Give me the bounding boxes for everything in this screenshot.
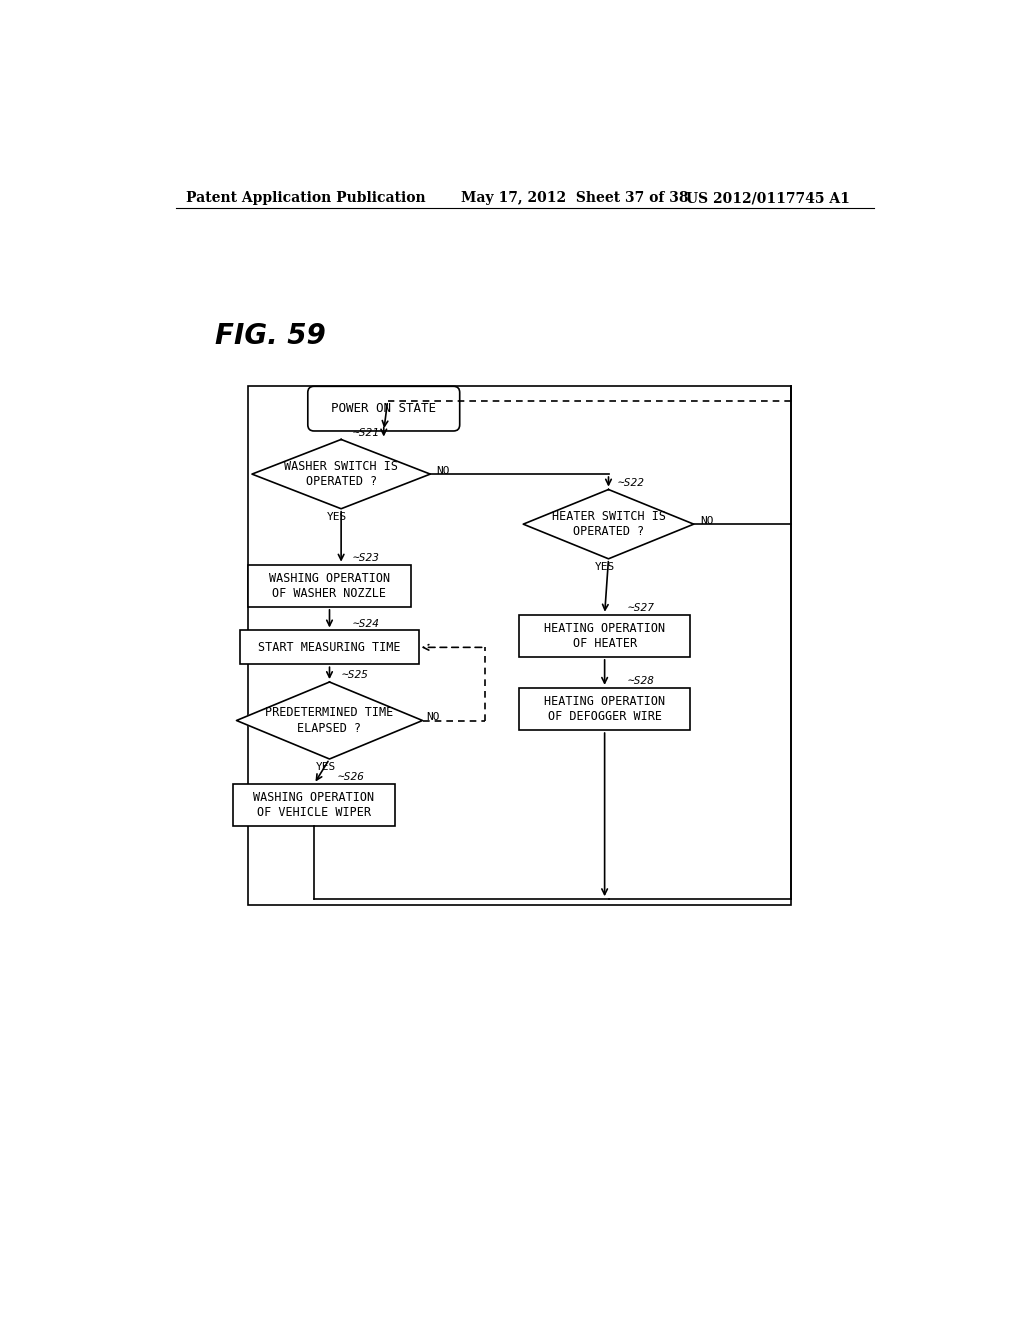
Text: HEATING OPERATION
OF DEFOGGER WIRE: HEATING OPERATION OF DEFOGGER WIRE: [544, 694, 666, 723]
Text: ∼S23: ∼S23: [352, 553, 380, 564]
Text: May 17, 2012  Sheet 37 of 38: May 17, 2012 Sheet 37 of 38: [461, 191, 689, 206]
Text: NO: NO: [700, 516, 714, 527]
Bar: [519, 615, 690, 657]
Text: HEATING OPERATION
OF HEATER: HEATING OPERATION OF HEATER: [544, 622, 666, 649]
Text: Patent Application Publication: Patent Application Publication: [186, 191, 426, 206]
FancyBboxPatch shape: [308, 387, 460, 430]
Text: POWER ON STATE: POWER ON STATE: [331, 403, 436, 416]
Text: FIG. 59: FIG. 59: [215, 322, 326, 350]
Text: ∼S24: ∼S24: [352, 619, 380, 628]
Bar: [519, 688, 690, 730]
Text: ∼S21: ∼S21: [352, 428, 380, 438]
Bar: [248, 385, 791, 906]
Polygon shape: [523, 490, 693, 558]
Text: WASHER SWITCH IS
OPERATED ?: WASHER SWITCH IS OPERATED ?: [284, 461, 398, 488]
Polygon shape: [237, 682, 423, 759]
Text: HEATER SWITCH IS
OPERATED ?: HEATER SWITCH IS OPERATED ?: [552, 510, 666, 539]
Text: ∼S28: ∼S28: [628, 676, 655, 686]
Text: ∼S26: ∼S26: [337, 772, 365, 783]
Bar: [248, 565, 411, 607]
Polygon shape: [252, 440, 430, 508]
Text: US 2012/0117745 A1: US 2012/0117745 A1: [686, 191, 850, 206]
Text: ∼S25: ∼S25: [341, 671, 368, 681]
Text: YES: YES: [595, 562, 614, 572]
Text: YES: YES: [327, 512, 347, 521]
Text: WASHING OPERATION
OF VEHICLE WIPER: WASHING OPERATION OF VEHICLE WIPER: [253, 791, 375, 820]
Text: NO: NO: [426, 713, 440, 722]
Text: YES: YES: [315, 762, 336, 772]
Text: PREDETERMINED TIME
ELAPSED ?: PREDETERMINED TIME ELAPSED ?: [265, 706, 393, 734]
Text: ∼S27: ∼S27: [628, 603, 655, 612]
Bar: [241, 631, 419, 664]
Text: START MEASURING TIME: START MEASURING TIME: [258, 640, 400, 653]
Text: WASHING OPERATION
OF WASHER NOZZLE: WASHING OPERATION OF WASHER NOZZLE: [269, 572, 390, 599]
Bar: [232, 784, 395, 826]
Text: NO: NO: [436, 466, 450, 477]
Text: ∼S22: ∼S22: [617, 478, 645, 488]
